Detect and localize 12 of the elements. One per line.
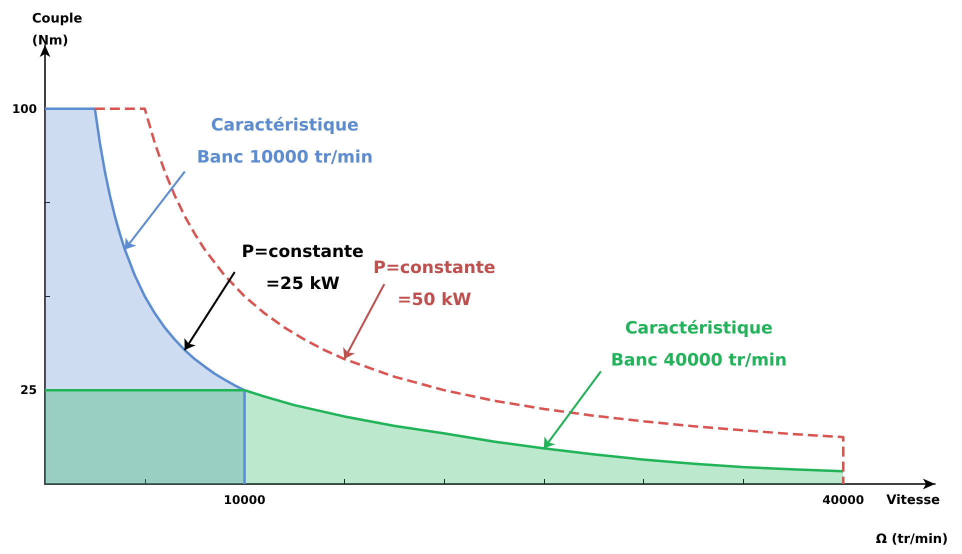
x-axis-title: Vitesse: [886, 493, 940, 508]
y-tick-label: 25: [20, 383, 37, 398]
annotation: P=constante =25 kW: [242, 242, 364, 294]
x-tick-label: 10000: [224, 493, 266, 507]
y-tick-label: 100: [12, 102, 37, 116]
annotation: Caractéristique Banc 40000 tr/min: [610, 318, 787, 370]
annotation: Caractéristique Banc 10000 tr/min: [196, 115, 373, 168]
line-series: [94, 108, 844, 486]
x-tick-label: 40000: [822, 493, 864, 507]
annotation: P=constante =50 kW: [373, 258, 496, 310]
text: Ω (tr/min): [876, 532, 948, 547]
y-axis-title: Couple (Nm): [32, 12, 82, 48]
